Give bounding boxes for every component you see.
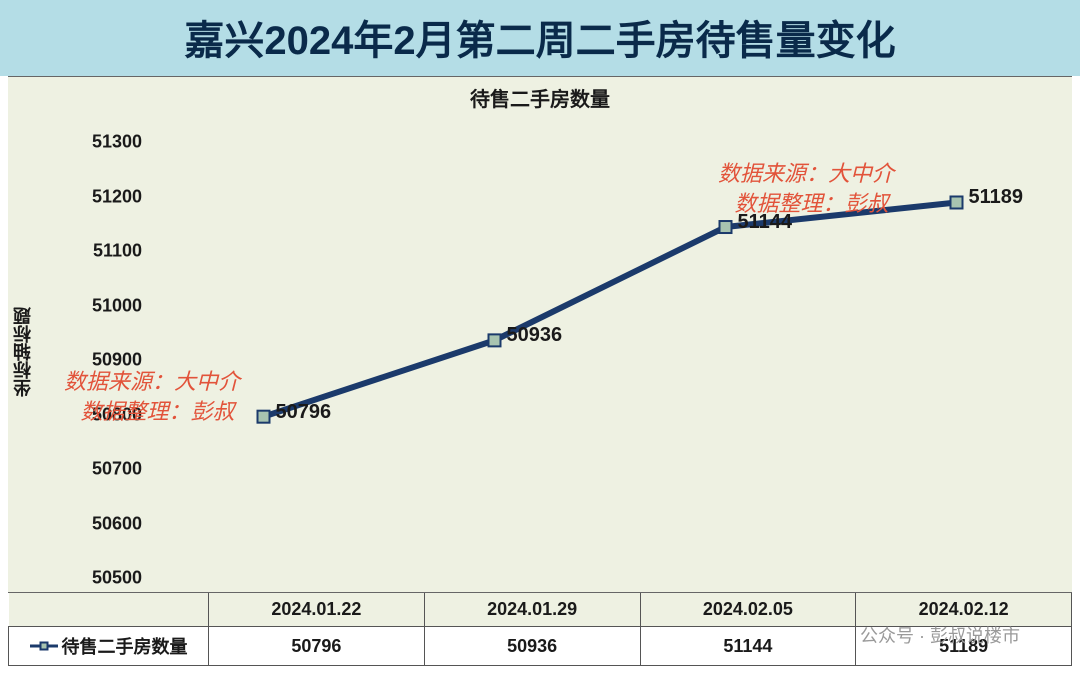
plot-svg <box>148 112 1072 592</box>
table-cell: 50936 <box>424 627 640 666</box>
table-cell: 51144 <box>640 627 856 666</box>
y-tick: 51000 <box>32 295 142 316</box>
y-tick: 50600 <box>32 513 142 534</box>
y-tick: 51300 <box>32 132 142 153</box>
footer-watermark: 公众号 · 彭叔说楼市 <box>860 622 1020 648</box>
table-header-cell: 2024.02.05 <box>640 593 856 627</box>
page-title: 嘉兴2024年2月第二周二手房待售量变化 <box>0 0 1080 76</box>
watermark-source-2: 数据来源：大中介 数据整理：彭叔 <box>718 159 894 218</box>
y-tick: 51100 <box>32 241 142 262</box>
y-tick: 51200 <box>32 186 142 207</box>
table-header-cell: 2024.01.29 <box>424 593 640 627</box>
table-cell: 50796 <box>209 627 425 666</box>
y-tick: 50500 <box>32 568 142 589</box>
line-plot: 50796509365114451189 <box>148 112 1072 592</box>
table-corner-cell <box>9 593 209 627</box>
y-axis-ticks: 5050050600507005080050900510005110051200… <box>38 112 148 592</box>
plot-wrap: 坐标轴标题 5050050600507005080050900510005110… <box>8 112 1072 592</box>
table-row-header: 待售二手房数量 <box>9 627 209 666</box>
series-name: 待售二手房数量 <box>62 633 188 659</box>
data-point-label: 51189 <box>969 186 1024 209</box>
data-point-label: 50936 <box>507 324 563 347</box>
table-header-cell: 2024.01.22 <box>209 593 425 627</box>
y-tick: 50700 <box>32 459 142 480</box>
legend-marker-icon <box>30 641 58 651</box>
data-point-label: 50796 <box>276 401 332 424</box>
chart-subtitle: 待售二手房数量 <box>8 77 1072 112</box>
watermark-source-1: 数据来源：大中介 数据整理：彭叔 <box>64 367 240 426</box>
chart-container: 待售二手房数量 坐标轴标题 50500506005070050800509005… <box>8 76 1072 593</box>
